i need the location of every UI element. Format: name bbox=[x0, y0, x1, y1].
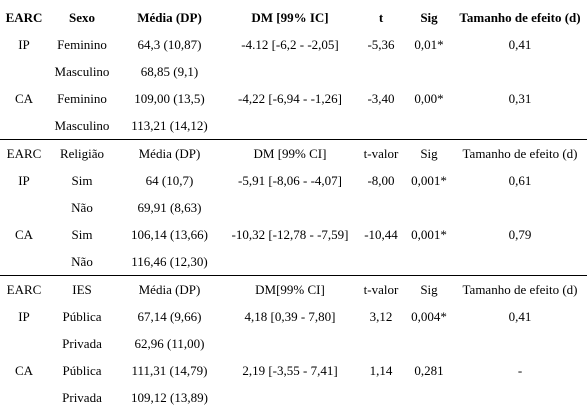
group-cell: Pública bbox=[62, 363, 102, 378]
media-cell: 67,14 (9,66) bbox=[137, 309, 202, 324]
media-cell: 109,00 (13,5) bbox=[134, 91, 205, 106]
header-earc: EARC bbox=[0, 139, 48, 167]
group-cell: Masculino bbox=[54, 64, 110, 79]
header-effect: Tamanho de efeito (d) bbox=[453, 275, 587, 303]
header-t: t-valor bbox=[357, 139, 405, 167]
table-row: Masculino 68,85 (9,1) bbox=[0, 58, 587, 85]
table-row: IP Pública 67,14 (9,66) 4,18 [0,39 - 7,8… bbox=[0, 303, 587, 330]
table-row: Não 69,91 (8,63) bbox=[0, 194, 587, 221]
header-group: IES bbox=[48, 275, 116, 303]
media-cell: 106,14 (13,66) bbox=[131, 227, 208, 242]
sig-cell: 0,281 bbox=[414, 363, 444, 378]
group-cell: Feminino bbox=[57, 91, 107, 106]
media-cell: 68,85 (9,1) bbox=[140, 64, 199, 79]
t-cell: -5,36 bbox=[367, 37, 395, 52]
earc-cell bbox=[0, 330, 48, 357]
media-cell: 64,3 (10,87) bbox=[137, 37, 202, 52]
dm-cell: -5,91 [-8,06 - -4,07] bbox=[238, 173, 342, 188]
header-sig: Sig bbox=[405, 275, 453, 303]
t-cell: 1,14 bbox=[369, 363, 393, 378]
sig-cell: 0,00* bbox=[414, 91, 444, 106]
dm-cell: -4,22 [-6,94 - -1,26] bbox=[238, 91, 342, 106]
header-earc: EARC bbox=[5, 10, 43, 25]
earc-cell: IP bbox=[18, 37, 30, 52]
header-group: Sexo bbox=[69, 10, 95, 25]
header-t: t bbox=[378, 10, 384, 25]
sig-cell: 0,001* bbox=[411, 173, 447, 188]
sig-cell: 0,001* bbox=[411, 227, 447, 242]
effect-cell: 0,41 bbox=[508, 37, 532, 52]
header-effect: Tamanho de efeito (d) bbox=[459, 10, 581, 25]
header-sig: Sig bbox=[405, 139, 453, 167]
earc-cell bbox=[0, 248, 48, 276]
table-row: Privada 62,96 (11,00) bbox=[0, 330, 587, 357]
group-cell: Privada bbox=[62, 336, 102, 351]
header-dm: DM[99% CI] bbox=[223, 275, 357, 303]
header-media: Média (DP) bbox=[116, 275, 223, 303]
table-row: Masculino 113,21 (14,12) bbox=[0, 112, 587, 140]
header-sig: Sig bbox=[420, 10, 438, 25]
sig-cell: 0,01* bbox=[414, 37, 444, 52]
media-cell: 69,91 (8,63) bbox=[137, 200, 202, 215]
group-cell: Não bbox=[71, 254, 93, 269]
t-cell: 3,12 bbox=[369, 309, 393, 324]
earc-cell: CA bbox=[14, 363, 34, 378]
table-row: Não 116,46 (12,30) bbox=[0, 248, 587, 276]
dm-cell: 4,18 [0,39 - 7,80] bbox=[244, 309, 336, 324]
dm-cell: -10,32 [-12,78 - -7,59] bbox=[231, 227, 349, 242]
results-table: EARC Sexo Média (DP) DM [99% IC] t Sig T… bbox=[0, 5, 587, 411]
effect-cell: - bbox=[517, 363, 523, 378]
earc-cell: CA bbox=[14, 227, 34, 242]
earc-cell bbox=[0, 194, 48, 221]
earc-cell bbox=[0, 384, 48, 411]
header-group: Religião bbox=[48, 139, 116, 167]
header-media: Média (DP) bbox=[137, 10, 202, 25]
effect-cell: 0,31 bbox=[508, 91, 532, 106]
table-row: CA Feminino 109,00 (13,5) -4,22 [-6,94 -… bbox=[0, 85, 587, 112]
dm-cell: -4.12 [-6,2 - -2,05] bbox=[241, 37, 339, 52]
header-t: t-valor bbox=[357, 275, 405, 303]
header-row-ies: EARC IES Média (DP) DM[99% CI] t-valor S… bbox=[0, 275, 587, 303]
group-cell: Masculino bbox=[54, 118, 110, 133]
effect-cell: 0,61 bbox=[508, 173, 532, 188]
header-row-sexo: EARC Sexo Média (DP) DM [99% IC] t Sig T… bbox=[0, 5, 587, 31]
t-cell: -3,40 bbox=[367, 91, 395, 106]
earc-cell bbox=[0, 112, 48, 140]
media-cell: 116,46 (12,30) bbox=[131, 254, 208, 269]
header-effect: Tamanho de efeito (d) bbox=[453, 139, 587, 167]
earc-cell: CA bbox=[14, 91, 34, 106]
table-row: CA Sim 106,14 (13,66) -10,32 [-12,78 - -… bbox=[0, 221, 587, 248]
earc-cell: IP bbox=[18, 173, 30, 188]
header-dm: DM [99% CI] bbox=[223, 139, 357, 167]
group-cell: Sim bbox=[71, 227, 93, 242]
header-media: Média (DP) bbox=[116, 139, 223, 167]
table-row: IP Feminino 64,3 (10,87) -4.12 [-6,2 - -… bbox=[0, 31, 587, 58]
media-cell: 109,12 (13,89) bbox=[131, 390, 208, 405]
earc-cell: IP bbox=[18, 309, 30, 324]
group-cell: Não bbox=[71, 200, 93, 215]
t-cell: -8,00 bbox=[367, 173, 395, 188]
media-cell: 64 (10,7) bbox=[145, 173, 194, 188]
group-cell: Privada bbox=[62, 390, 102, 405]
group-cell: Feminino bbox=[57, 37, 107, 52]
effect-cell: 0,41 bbox=[508, 309, 532, 324]
table-row: CA Pública 111,31 (14,79) 2,19 [-3,55 - … bbox=[0, 357, 587, 384]
sig-cell: 0,004* bbox=[411, 309, 447, 324]
group-cell: Sim bbox=[71, 173, 93, 188]
table-row: IP Sim 64 (10,7) -5,91 [-8,06 - -4,07] -… bbox=[0, 167, 587, 194]
media-cell: 111,31 (14,79) bbox=[131, 363, 208, 378]
effect-cell: 0,79 bbox=[508, 227, 532, 242]
header-row-religiao: EARC Religião Média (DP) DM [99% CI] t-v… bbox=[0, 139, 587, 167]
media-cell: 113,21 (14,12) bbox=[131, 118, 208, 133]
header-earc: EARC bbox=[0, 275, 48, 303]
dm-cell: 2,19 [-3,55 - 7,41] bbox=[242, 363, 338, 378]
table-row: Privada 109,12 (13,89) bbox=[0, 384, 587, 411]
group-cell: Pública bbox=[62, 309, 102, 324]
earc-cell bbox=[0, 58, 48, 85]
t-cell: -10,44 bbox=[364, 227, 398, 242]
media-cell: 62,96 (11,00) bbox=[134, 336, 205, 351]
header-dm: DM [99% IC] bbox=[251, 10, 329, 25]
